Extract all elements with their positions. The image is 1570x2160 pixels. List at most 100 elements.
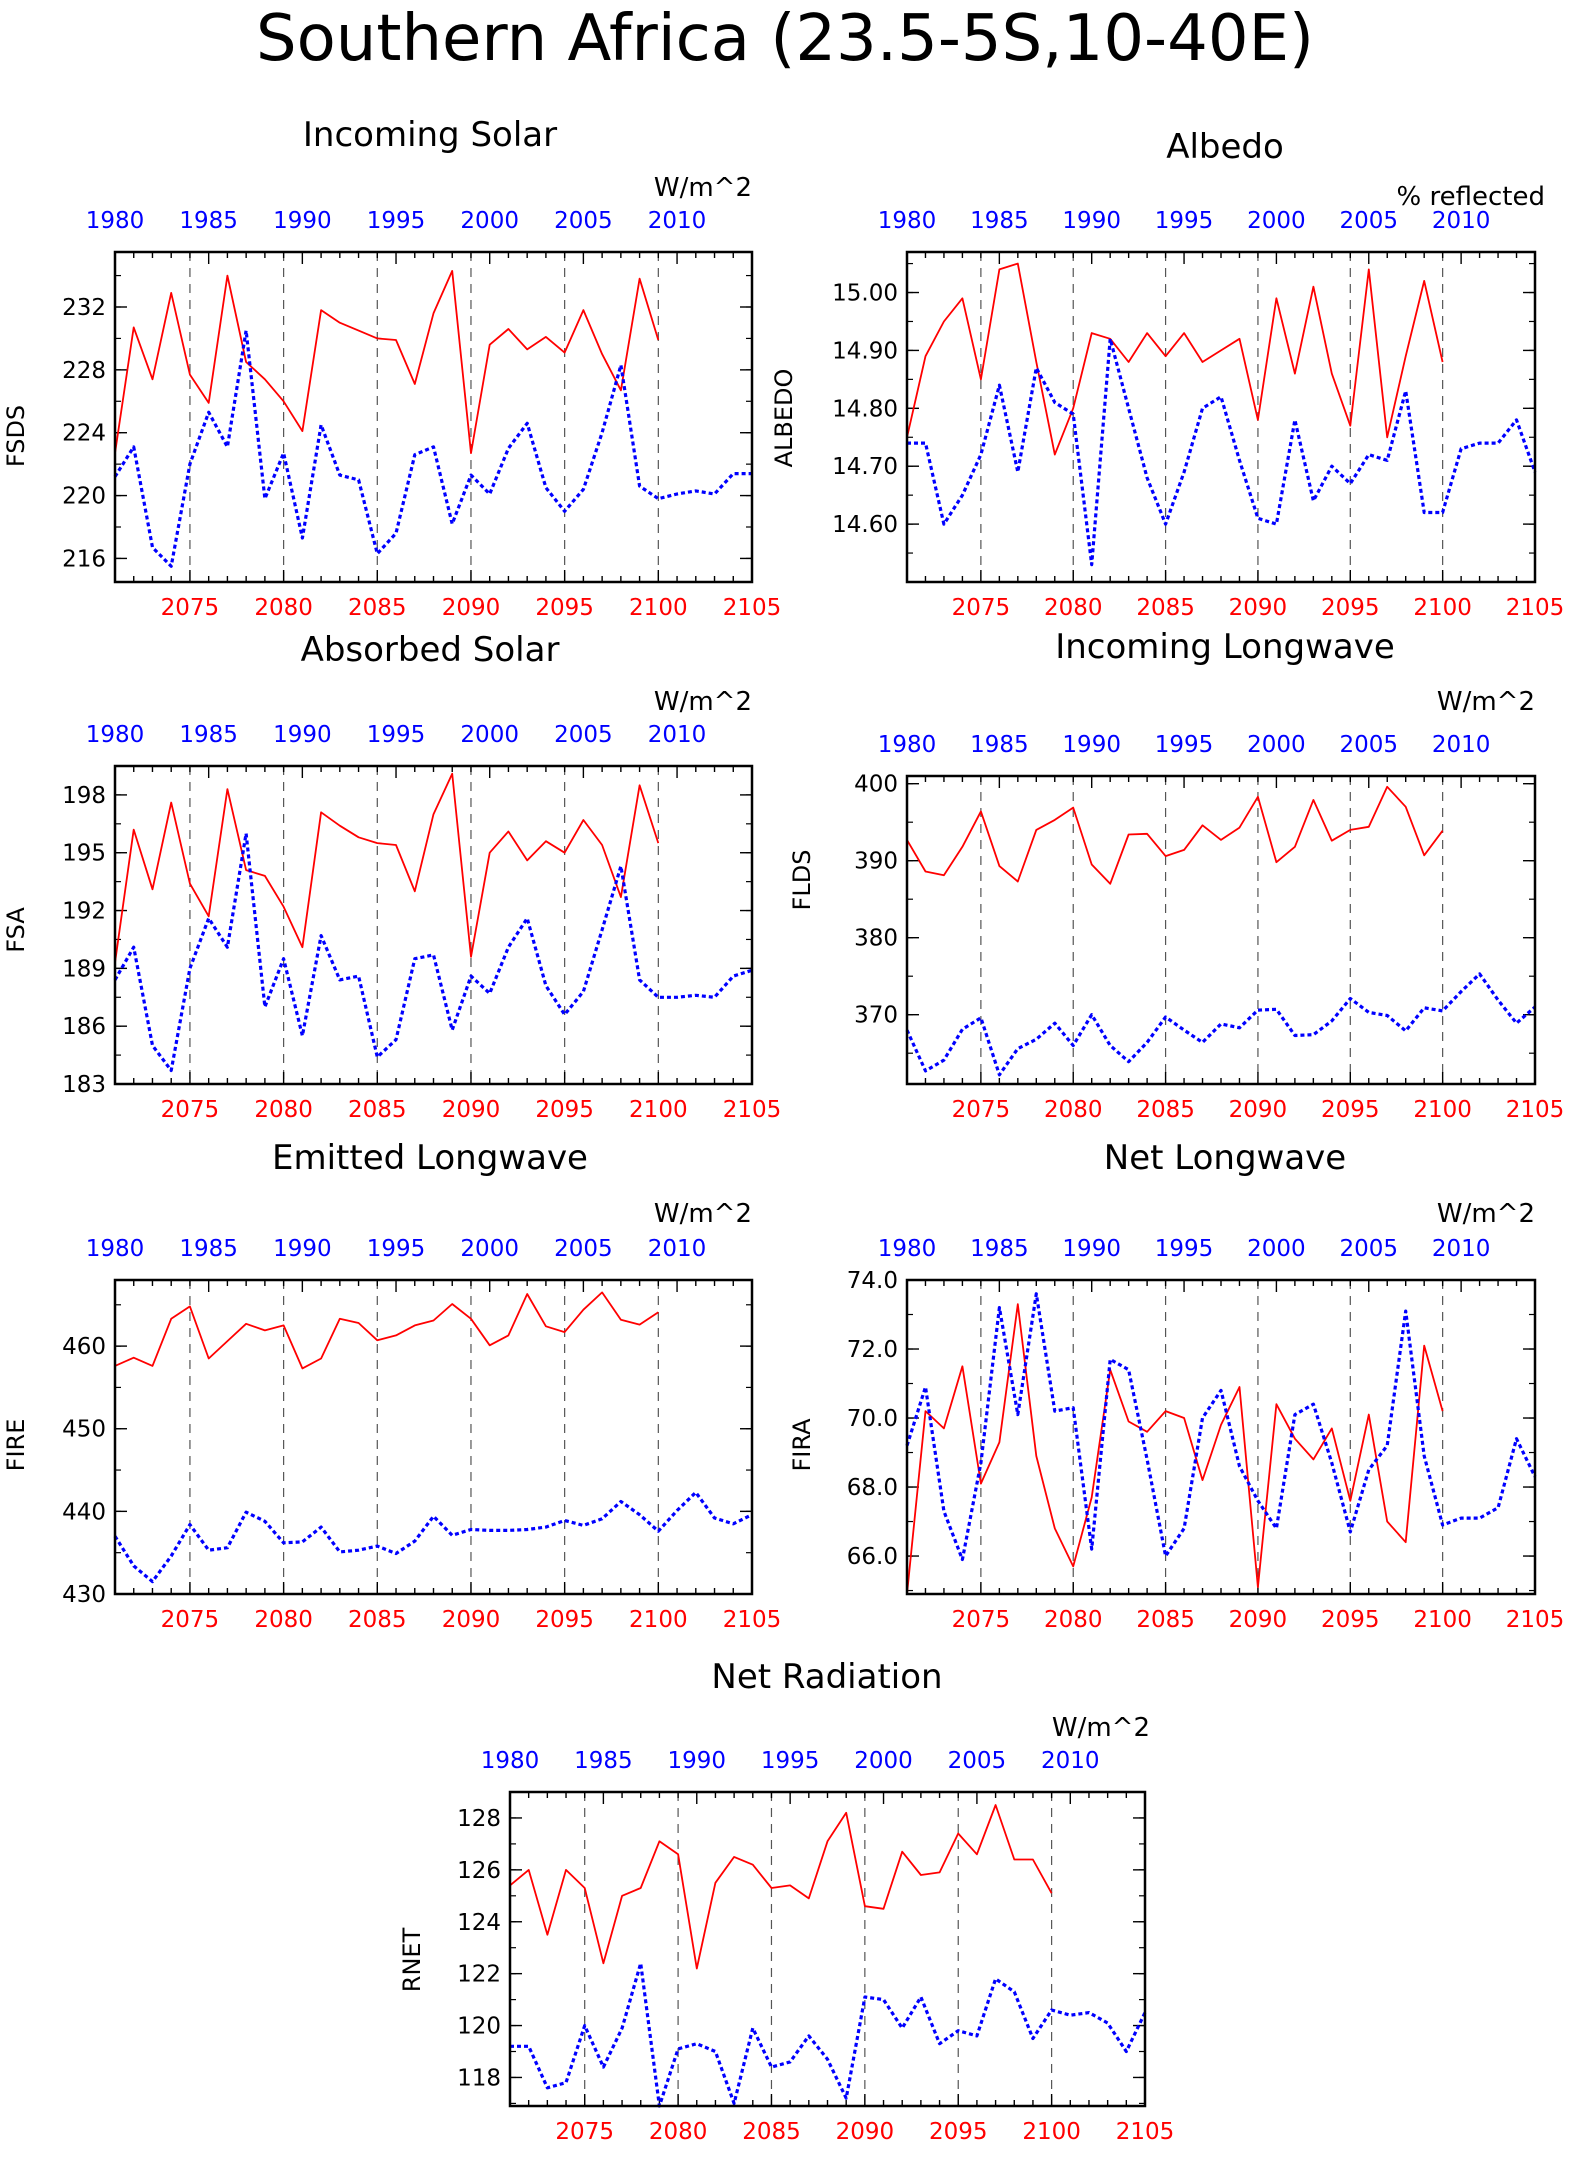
figure-title: Southern Africa (23.5-5S,10-40E): [256, 2, 1314, 76]
x-tick-label-bottom: 2100: [629, 595, 688, 621]
y-tick-label: 186: [62, 1014, 106, 1040]
x-tick-label-top: 2005: [554, 1236, 613, 1262]
x-tick-label-top: 1990: [273, 1236, 332, 1262]
x-tick-label-bottom: 2105: [1116, 2119, 1175, 2145]
x-tick-label-bottom: 2085: [348, 595, 407, 621]
y-tick-label: 232: [62, 295, 106, 321]
plot-fire: 430 440 450 460 2075 2080 2085 2090 2095 2100 2105…: [62, 1236, 781, 1633]
x-tick-label-top: 2000: [854, 1748, 913, 1774]
x-tick-label-top: 1995: [1155, 208, 1214, 234]
x-tick-label-top: 1980: [86, 1236, 145, 1262]
x-tick-label-bottom: 2085: [348, 1097, 407, 1123]
x-tick-label-bottom: 2095: [929, 2119, 988, 2145]
x-tick-label-bottom: 2080: [649, 2119, 708, 2145]
panel-title: Incoming Solar: [303, 115, 557, 155]
x-tick-label-bottom: 2075: [161, 1607, 220, 1633]
y-tick-label: 450: [62, 1417, 106, 1443]
x-tick-label-top: 1980: [86, 208, 145, 234]
y-tick-label: 440: [62, 1499, 106, 1525]
y-tick-label: 14.70: [832, 454, 898, 480]
x-tick-label-top: 1990: [273, 722, 332, 748]
x-tick-label-top: 1995: [367, 208, 426, 234]
x-tick-label-bottom: 2085: [1136, 595, 1195, 621]
y-tick-label: 124: [457, 1910, 501, 1936]
x-tick-label-top: 1980: [481, 1748, 540, 1774]
x-tick-label-top: 1985: [970, 732, 1029, 758]
x-tick-label-bottom: 2075: [161, 1097, 220, 1123]
y-axis-label: FIRA: [788, 1418, 816, 1472]
plot-frame: [905, 774, 1537, 1086]
x-tick-label-top: 1990: [1062, 208, 1121, 234]
x-tick-label-top: 1985: [970, 208, 1029, 234]
x-tick-label-bottom: 2080: [254, 595, 313, 621]
x-tick-label-top: 1995: [1155, 1236, 1214, 1262]
panel-title: Emitted Longwave: [272, 1138, 588, 1178]
x-tick-label-bottom: 2075: [952, 595, 1011, 621]
x-tick-label-top: 2010: [1432, 732, 1491, 758]
plot-fsds: 216 220 224 228 232 2075 2080 2085 2090 2095 2100 2…: [62, 208, 781, 621]
panel-title: Absorbed Solar: [301, 630, 560, 670]
y-tick-label: 66.0: [847, 1544, 898, 1570]
x-tick-label-bottom: 2080: [254, 1607, 313, 1633]
y-tick-label: 14.90: [832, 338, 898, 364]
y-axis-label: RNET: [398, 1927, 426, 1992]
x-tick-label-bottom: 2105: [723, 595, 782, 621]
x-tick-label-bottom: 2075: [161, 595, 220, 621]
series-line-blue: [510, 1961, 1147, 2108]
series-line-blue: [113, 831, 753, 1073]
series-line-red: [114, 269, 660, 455]
x-tick-label-top: 2010: [1432, 1236, 1491, 1262]
series-line-red: [906, 262, 1444, 456]
x-tick-label-top: 2000: [460, 722, 519, 748]
y-tick-label: 370: [854, 1003, 898, 1029]
plot-fira: 66.0 68.0 70.0 72.0 74.0 2075 2080 2085 2090 2095…: [847, 1236, 1564, 1633]
x-tick-label-top: 1990: [1062, 1236, 1121, 1262]
series-line-red: [114, 1291, 659, 1370]
y-axis-label: FSDS: [2, 405, 30, 467]
x-tick-label-top: 1990: [273, 208, 332, 234]
series-line-red: [906, 1303, 1444, 1595]
panel-title: Net Radiation: [711, 1657, 942, 1697]
x-tick-label-bottom: 2095: [1321, 1607, 1380, 1633]
series-line-red: [114, 772, 660, 963]
x-tick-label-bottom: 2090: [442, 1607, 501, 1633]
x-tick-label-bottom: 2090: [1229, 1607, 1288, 1633]
series-line-red: [509, 1804, 1053, 1970]
x-tick-label-top: 2010: [1041, 1748, 1100, 1774]
x-tick-label-bottom: 2085: [742, 2119, 801, 2145]
series-line-blue: [113, 1490, 753, 1584]
x-tick-label-top: 2000: [1247, 732, 1306, 758]
y-tick-label: 68.0: [847, 1475, 898, 1501]
y-tick-label: 220: [62, 484, 106, 510]
x-tick-label-bottom: 2080: [1044, 595, 1103, 621]
plot-frame: [113, 250, 754, 584]
x-tick-label-top: 1995: [1155, 732, 1214, 758]
x-tick-label-top: 1995: [367, 1236, 426, 1262]
x-tick-label-top: 2000: [1247, 1236, 1306, 1262]
x-tick-label-bottom: 2085: [1136, 1607, 1195, 1633]
x-tick-label-bottom: 2090: [442, 595, 501, 621]
x-tick-label-bottom: 2090: [1229, 1097, 1288, 1123]
x-tick-label-top: 1990: [1062, 732, 1121, 758]
x-tick-label-top: 2005: [554, 722, 613, 748]
y-tick-label: 128: [457, 1806, 501, 1832]
x-tick-label-bottom: 2095: [1321, 595, 1380, 621]
x-tick-label-top: 2005: [1339, 1236, 1398, 1262]
x-tick-label-top: 1995: [367, 722, 426, 748]
series-line-blue: [907, 337, 1537, 567]
x-tick-label-top: 1980: [878, 732, 937, 758]
x-tick-label-bottom: 2095: [535, 595, 594, 621]
y-axis-label: FIRE: [2, 1419, 30, 1472]
plot-frame: [905, 1278, 1537, 1596]
x-tick-label-bottom: 2105: [1506, 595, 1565, 621]
x-tick-label-bottom: 2080: [254, 1097, 313, 1123]
plot-fsa: 183 186 189 192 195 198 2075 2080 2085 2090 2095 21…: [62, 722, 781, 1123]
y-tick-label: 15.00: [832, 281, 898, 307]
x-tick-label-bottom: 2100: [629, 1607, 688, 1633]
x-tick-label-bottom: 2100: [629, 1097, 688, 1123]
panel-title: Incoming Longwave: [1055, 627, 1395, 667]
x-tick-label-top: 2010: [648, 722, 707, 748]
x-tick-label-top: 1985: [179, 208, 238, 234]
panel-flds: Incoming Longwave W/m^2 FLDS 370 380 390 40…: [788, 627, 1564, 1123]
x-tick-label-top: 1980: [86, 722, 145, 748]
